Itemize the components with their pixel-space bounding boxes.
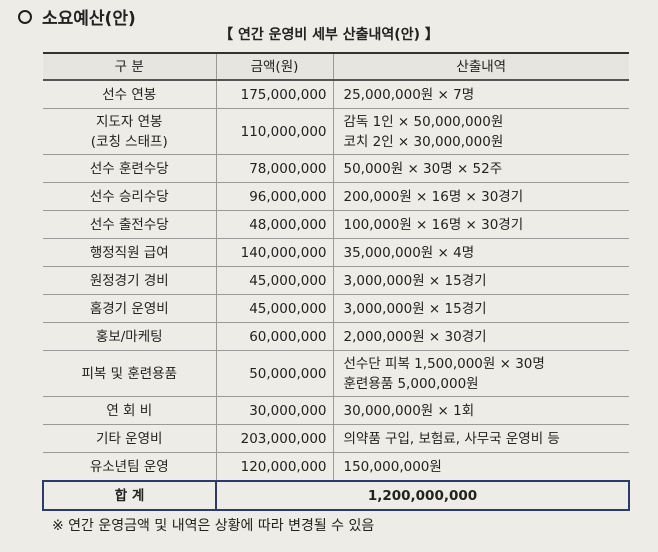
amount-cell: 48,000,000 bbox=[215, 210, 334, 239]
table-row: 홈경기 운영비 45,000,000 3,000,000원 × 15경기 bbox=[43, 294, 629, 323]
item-cell: 원정경기 경비 bbox=[43, 266, 217, 295]
heading-text: 소요예산(안) bbox=[42, 9, 136, 29]
table-row: 기타 운영비 203,000,000 의약품 구입, 보험료, 사무국 운영비 등 bbox=[43, 424, 629, 453]
table-row: 연 회 비 30,000,000 30,000,000원 × 1회 bbox=[43, 396, 629, 425]
detail-cell: 3,000,000원 × 15경기 bbox=[332, 294, 629, 323]
column-header: 구 분 bbox=[43, 52, 217, 81]
table-row: 행정직원 급여 140,000,000 35,000,000원 × 4명 bbox=[43, 238, 629, 267]
table-row: 선수 훈련수당 78,000,000 50,000원 × 30명 × 52주 bbox=[43, 154, 629, 183]
detail-cell: 25,000,000원 × 7명 bbox=[332, 79, 629, 109]
header-row: 구 분 금액(원) 산출내역 bbox=[43, 52, 629, 81]
detail-cell: 100,000원 × 16명 × 30경기 bbox=[332, 210, 629, 239]
detail-cell: 의약품 구입, 보험료, 사무국 운영비 등 bbox=[332, 424, 629, 453]
item-cell: 유소년팀 운영 bbox=[43, 452, 217, 482]
table-row: 선수 출전수당 48,000,000 100,000원 × 16명 × 30경기 bbox=[43, 210, 629, 239]
cell-line: 감독 1인 × 50,000,000원 bbox=[343, 113, 504, 130]
item-cell: 피복 및 훈련용품 bbox=[43, 350, 217, 397]
column-header: 산출내역 bbox=[332, 52, 629, 81]
item-cell: 기타 운영비 bbox=[43, 424, 217, 453]
amount-cell: 50,000,000 bbox=[215, 350, 334, 397]
note: ※ 연간 운영금액 및 내역은 상황에 따라 변경될 수 있음 bbox=[52, 518, 375, 534]
total-row: 합 계 1,200,000,000 bbox=[42, 480, 630, 511]
cell-line: 훈련용품 5,000,000원 bbox=[343, 375, 479, 392]
amount-cell: 175,000,000 bbox=[215, 79, 334, 109]
amount-cell: 96,000,000 bbox=[215, 182, 334, 211]
item-cell: 연 회 비 bbox=[43, 396, 217, 425]
cell-line: (코칭 스태프) bbox=[90, 133, 168, 150]
budget-table: 구 분 금액(원) 산출내역 선수 연봉 175,000,000 25,000,000원… bbox=[42, 52, 630, 511]
column-header: 금액(원) bbox=[215, 52, 334, 81]
cell-line: 지도자 연봉 bbox=[96, 113, 163, 130]
item-cell: 선수 출전수당 bbox=[43, 210, 217, 239]
table-title: 【 연간 운영비 세부 산출내역(안) 】 bbox=[219, 27, 439, 43]
amount-cell: 203,000,000 bbox=[215, 424, 334, 453]
table-row: 홍보/마케팅 60,000,000 2,000,000원 × 30경기 bbox=[43, 322, 629, 351]
item-cell: 홈경기 운영비 bbox=[43, 294, 217, 323]
item-cell: 선수 훈련수당 bbox=[43, 154, 217, 183]
amount-cell: 120,000,000 bbox=[215, 452, 334, 482]
amount-cell: 45,000,000 bbox=[215, 294, 334, 323]
detail-cell: 150,000,000원 bbox=[332, 452, 629, 482]
amount-cell: 140,000,000 bbox=[215, 238, 334, 267]
amount-cell: 110,000,000 bbox=[215, 108, 334, 155]
total-label: 합 계 bbox=[42, 480, 217, 511]
amount-cell: 60,000,000 bbox=[215, 322, 334, 351]
amount-cell: 30,000,000 bbox=[215, 396, 334, 425]
item-cell: 선수 승리수당 bbox=[43, 182, 217, 211]
item-cell: 홍보/마케팅 bbox=[43, 322, 217, 351]
table-row: 원정경기 경비 45,000,000 3,000,000원 × 15경기 bbox=[43, 266, 629, 295]
item-cell: 행정직원 급여 bbox=[43, 238, 217, 267]
heading: 소요예산(안) bbox=[18, 4, 136, 29]
detail-cell: 200,000원 × 16명 × 30경기 bbox=[332, 182, 629, 211]
detail-cell: 3,000,000원 × 15경기 bbox=[332, 266, 629, 295]
detail-cell: 50,000원 × 30명 × 52주 bbox=[332, 154, 629, 183]
total-amount: 1,200,000,000 bbox=[215, 480, 630, 511]
cell-line: 코치 2인 × 30,000,000원 bbox=[343, 133, 504, 150]
amount-cell: 45,000,000 bbox=[215, 266, 334, 295]
table-row: 지도자 연봉 (코칭 스태프) 110,000,000 감독 1인 × 50,000,… bbox=[43, 108, 629, 155]
amount-cell: 78,000,000 bbox=[215, 154, 334, 183]
detail-cell: 30,000,000원 × 1회 bbox=[332, 396, 629, 425]
table-row: 선수 연봉 175,000,000 25,000,000원 × 7명 bbox=[43, 79, 629, 109]
cell-line: 선수단 피복 1,500,000원 × 30명 bbox=[343, 355, 545, 372]
table-row: 피복 및 훈련용품 50,000,000 선수단 피복 1,500,000원 × 3… bbox=[43, 350, 629, 397]
bullet-icon bbox=[18, 9, 32, 24]
item-cell: 지도자 연봉 (코칭 스태프) bbox=[43, 108, 217, 155]
detail-cell: 35,000,000원 × 4명 bbox=[332, 238, 629, 267]
table-row: 유소년팀 운영 120,000,000 150,000,000원 bbox=[43, 452, 629, 482]
detail-cell: 2,000,000원 × 30경기 bbox=[332, 322, 629, 351]
item-cell: 선수 연봉 bbox=[43, 79, 217, 109]
table-row: 선수 승리수당 96,000,000 200,000원 × 16명 × 30경기 bbox=[43, 182, 629, 211]
